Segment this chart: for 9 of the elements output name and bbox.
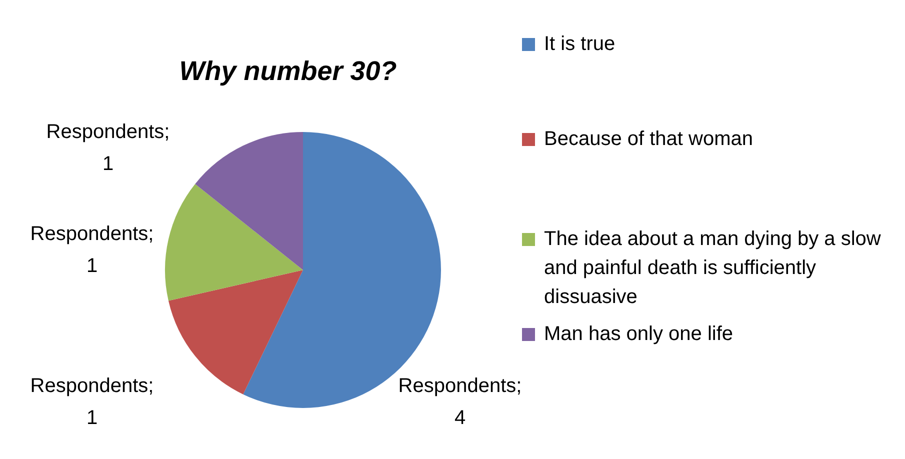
data-label: Respondents; 1 — [30, 375, 154, 429]
legend-label: Man has only one life — [544, 323, 734, 345]
data-label: Respondents; 1 — [46, 121, 170, 175]
legend-label: It is true — [544, 33, 616, 55]
legend-label: Because of that woman — [544, 128, 754, 150]
text: Why number 30? — [179, 56, 397, 86]
data-label: Respondents; 4 — [398, 375, 522, 429]
data-label: Respondents; 1 — [30, 223, 154, 277]
legend-label: The idea about a man dying by a slow and painful death is sufficiently dissuasive — [544, 228, 881, 308]
